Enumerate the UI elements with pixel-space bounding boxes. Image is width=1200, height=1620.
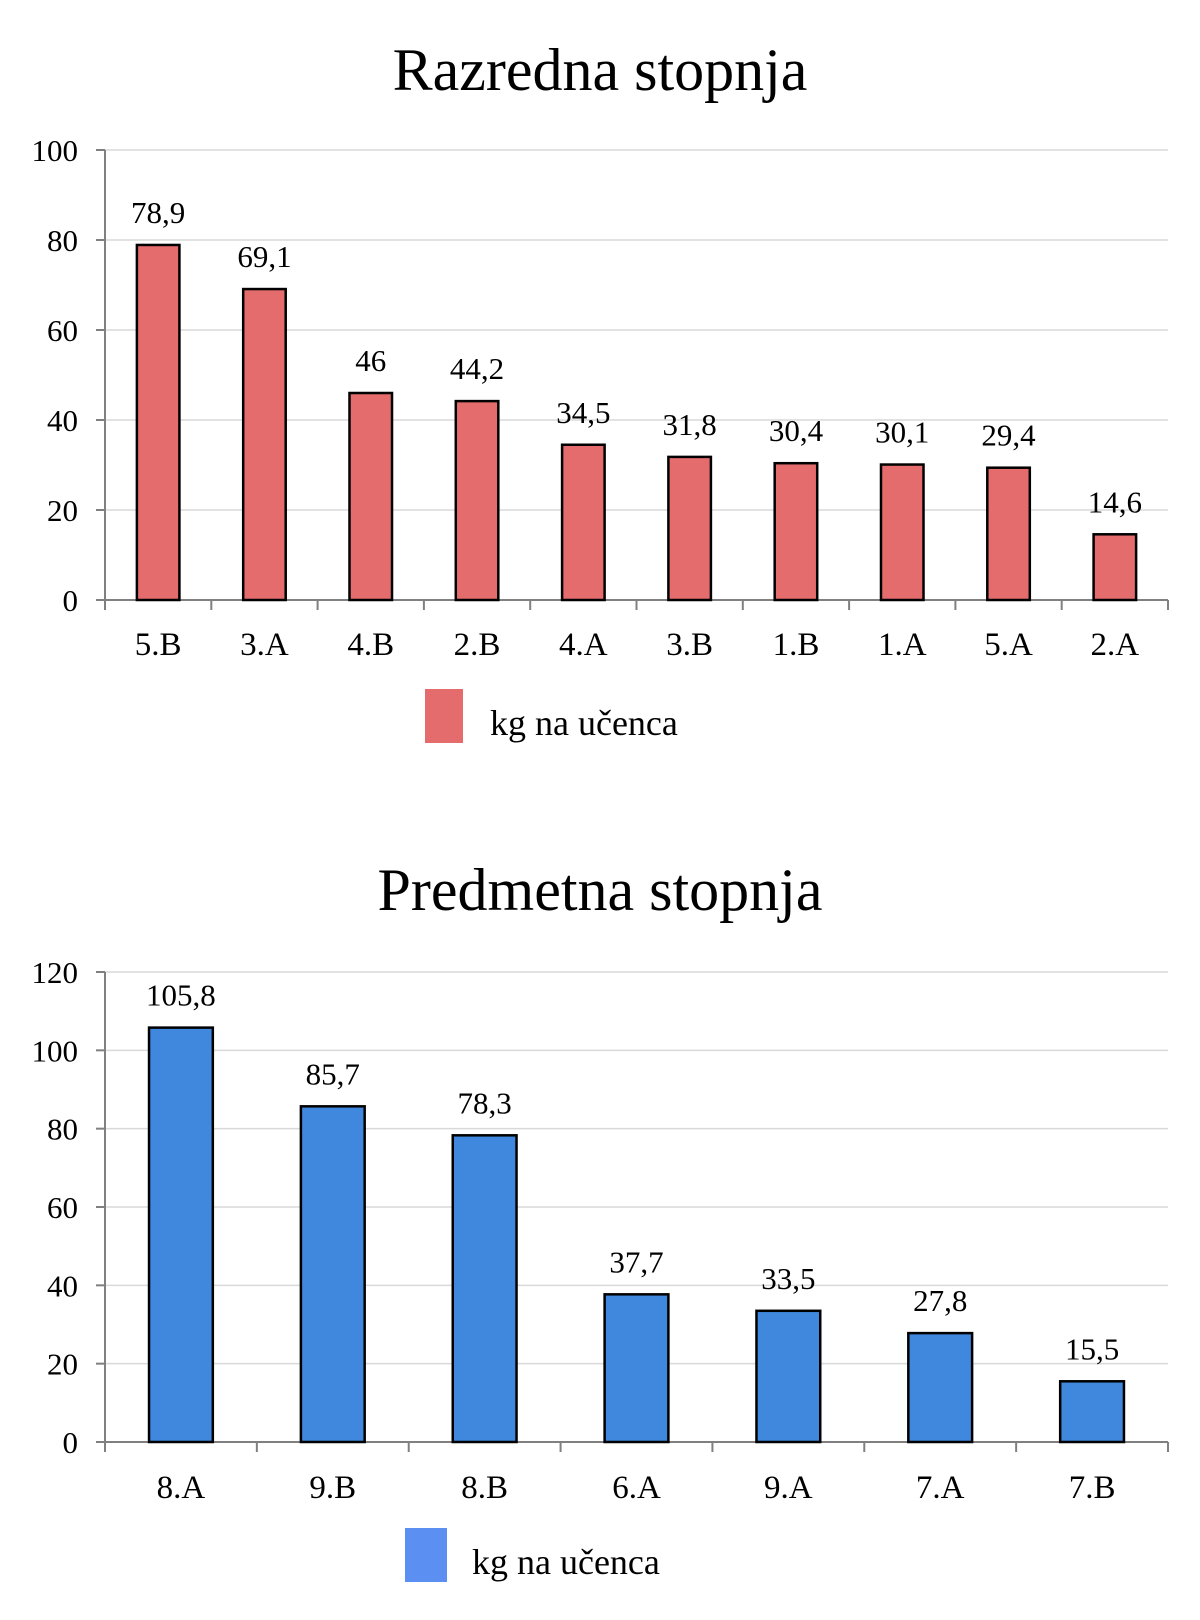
x-category-label: 9.A xyxy=(764,1470,813,1506)
data-label: 78,3 xyxy=(458,1085,512,1120)
bar xyxy=(907,1331,974,1444)
legend-label: kg na učenca xyxy=(472,1542,660,1582)
data-label: 85,7 xyxy=(306,1056,360,1091)
chart-predmetna-stopnja: Predmetna stopnja 0 20 40 60 80 100 120 105,8 8… xyxy=(32,857,1169,1582)
x-category-label: 6.A xyxy=(612,1470,661,1506)
bar xyxy=(773,461,819,602)
data-label: 31,8 xyxy=(663,407,717,442)
data-label: 14,6 xyxy=(1088,484,1142,519)
bar xyxy=(147,1026,215,1444)
y-tick-label: 80 xyxy=(47,1112,78,1147)
data-label: 78,9 xyxy=(131,195,185,230)
data-label: 69,1 xyxy=(237,239,291,274)
bar xyxy=(755,1309,822,1444)
x-category-label: 4.A xyxy=(559,627,608,663)
bar xyxy=(348,391,394,602)
data-label: 37,7 xyxy=(609,1244,663,1279)
x-category-label: 1.A xyxy=(878,627,927,663)
chart-razredna-stopnja: Razredna stopnja 0 20 40 60 80 100 78,9 5.B 69,… xyxy=(32,37,1169,743)
bar xyxy=(451,1134,518,1444)
bar xyxy=(241,287,287,602)
bar xyxy=(135,243,181,602)
legend-swatch xyxy=(425,689,463,743)
x-category-label: 7.B xyxy=(1069,1470,1116,1506)
data-label: 33,5 xyxy=(761,1261,815,1296)
chart-title: Razredna stopnja xyxy=(393,37,808,103)
data-label: 27,8 xyxy=(913,1283,967,1318)
x-category-label: 1.B xyxy=(773,627,820,663)
y-tick-label: 100 xyxy=(32,1033,79,1068)
legend-swatch xyxy=(405,1528,447,1582)
x-category-label: 5.A xyxy=(984,627,1033,663)
y-tick-label: 60 xyxy=(47,313,78,348)
y-tick-label: 0 xyxy=(63,1425,79,1460)
data-label: 46 xyxy=(355,343,386,378)
y-tick-label: 20 xyxy=(47,1347,78,1382)
data-label: 30,4 xyxy=(769,413,824,448)
x-category-label: 8.A xyxy=(157,1470,206,1506)
bar xyxy=(454,399,500,602)
y-tick-label: 0 xyxy=(63,583,79,618)
y-tick-label: 80 xyxy=(47,223,78,258)
data-label: 34,5 xyxy=(556,395,610,430)
data-label: 105,8 xyxy=(146,978,216,1013)
bar xyxy=(560,443,606,602)
y-tick-label: 100 xyxy=(32,133,79,168)
y-tick-label: 20 xyxy=(47,493,78,528)
x-category-label: 4.B xyxy=(347,627,394,663)
x-category-label: 8.B xyxy=(461,1470,508,1506)
bar xyxy=(1058,1380,1126,1444)
data-label: 15,5 xyxy=(1065,1331,1119,1366)
x-category-label: 5.B xyxy=(135,627,182,663)
legend-label: kg na učenca xyxy=(490,703,678,743)
x-category-label: 3.A xyxy=(240,627,289,663)
data-label: 29,4 xyxy=(981,418,1036,453)
bar xyxy=(603,1293,670,1444)
bar xyxy=(299,1105,366,1444)
data-label: 30,1 xyxy=(875,415,929,450)
y-tick-label: 120 xyxy=(32,955,79,990)
x-category-label: 3.B xyxy=(666,627,713,663)
x-category-label: 9.B xyxy=(309,1470,356,1506)
bar xyxy=(667,455,713,602)
bar xyxy=(986,466,1032,602)
x-category-label: 2.A xyxy=(1091,627,1140,663)
y-tick-label: 60 xyxy=(47,1190,78,1225)
data-label: 44,2 xyxy=(450,351,504,386)
chart-title: Predmetna stopnja xyxy=(378,857,823,923)
y-tick-label: 40 xyxy=(47,403,78,438)
y-tick-label: 40 xyxy=(47,1268,78,1303)
x-category-label: 7.A xyxy=(916,1470,965,1506)
x-category-label: 2.B xyxy=(454,627,501,663)
bar xyxy=(1092,533,1138,602)
bar xyxy=(879,463,925,602)
